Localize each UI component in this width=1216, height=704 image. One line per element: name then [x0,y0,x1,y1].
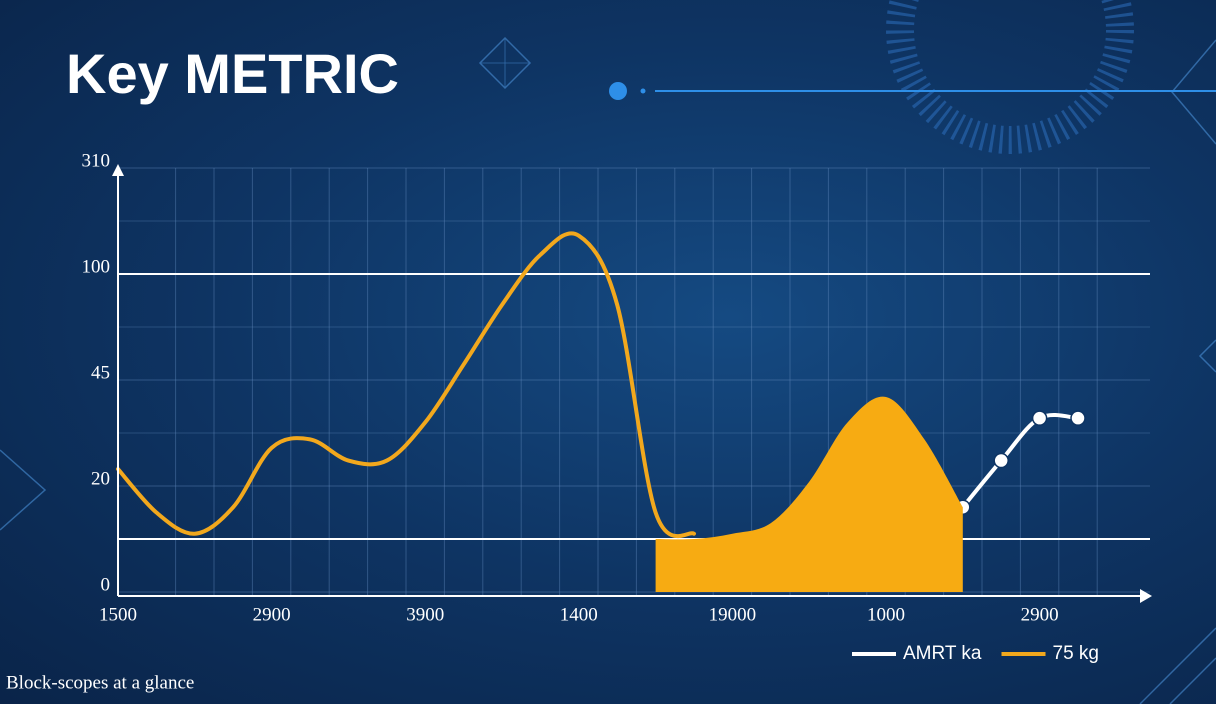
x-tick-label: 3900 [406,604,444,625]
y-axis-arrow [112,164,124,176]
y-tick-label: 0 [101,574,111,595]
point-marker [1070,410,1086,426]
legend-label: 75 kg [1053,643,1099,664]
dot-pattern [886,0,1134,154]
y-tick-label: 100 [82,256,111,277]
point-marker [1031,410,1048,426]
chart-title: Key METRIC [66,42,399,105]
decoration [0,36,1216,704]
decoration-dot [640,88,646,94]
legend: AMRT ka 75 kg [852,643,1099,664]
y-tick-label: 20 [91,468,110,489]
grid [118,167,1150,596]
series-line [960,413,1080,510]
x-tick-label: 2900 [1021,604,1059,625]
x-tick-label: 1000 [867,604,905,625]
footer: Block-scopes at a glance [6,672,194,693]
x-tick-label: 2900 [253,604,291,625]
x-tick-label: 1400 [560,604,598,625]
x-tick-label: 1500 [99,604,137,625]
series-area [655,396,963,592]
x-axis-arrow [1140,589,1152,603]
decoration-dot [609,82,627,100]
x-tick-label: 19000 [709,604,757,625]
plot [116,231,1086,592]
series-line [116,231,696,538]
y-tick-label: 310 [82,150,111,171]
legend-label: AMRT ka [903,643,982,664]
y-tick-label: 45 [91,362,110,383]
point-marker [993,452,1009,469]
